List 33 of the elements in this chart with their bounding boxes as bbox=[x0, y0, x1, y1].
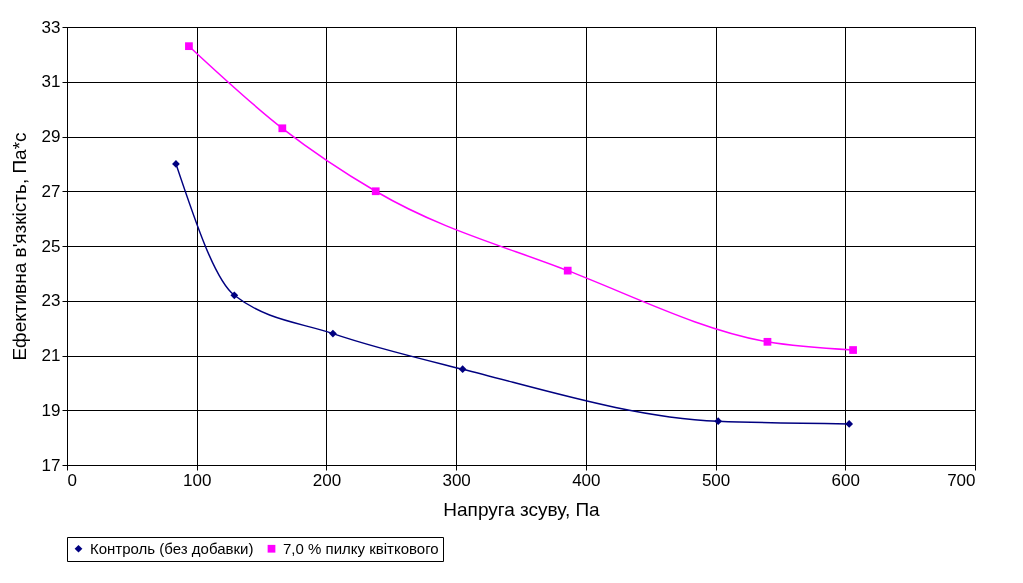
y-tick-label: 21 bbox=[41, 346, 61, 365]
point bbox=[185, 42, 193, 51]
y-axis-title: Ефективна в'язкість, Па*с bbox=[8, 132, 30, 361]
y-tick-label: 19 bbox=[41, 400, 61, 420]
y-tick-label: 17 bbox=[41, 455, 61, 475]
y-tick-label: 27 bbox=[41, 181, 61, 201]
x-tick-label: 100 bbox=[183, 470, 212, 490]
y-tick-label: 31 bbox=[41, 72, 61, 92]
y-tick-label: 23 bbox=[41, 291, 61, 311]
x-axis-title: Напруга зсуву, Па bbox=[443, 498, 601, 520]
point bbox=[714, 417, 723, 426]
point bbox=[563, 266, 572, 275]
point bbox=[371, 187, 380, 196]
y-tick-label: 25 bbox=[41, 236, 61, 256]
point bbox=[845, 420, 854, 428]
point bbox=[329, 329, 337, 338]
point bbox=[458, 365, 467, 374]
point bbox=[763, 337, 772, 346]
x-tick-label: 600 bbox=[831, 470, 860, 490]
y-tick-label: 29 bbox=[41, 127, 61, 146]
point bbox=[172, 160, 180, 168]
x-tick-label: 500 bbox=[701, 470, 731, 490]
x-tick-label: 700 bbox=[947, 470, 976, 490]
point bbox=[230, 291, 239, 300]
legend-label: Контроль (без добавки) bbox=[90, 539, 254, 557]
x-tick-label: 0 bbox=[67, 470, 77, 490]
x-tick-label: 200 bbox=[312, 470, 342, 490]
x-tick-label: 400 bbox=[572, 470, 601, 490]
point bbox=[278, 124, 287, 133]
x-tick-label: 300 bbox=[442, 470, 471, 490]
point bbox=[849, 346, 857, 354]
legend-label: 7,0 % пилку квіткового bbox=[283, 539, 439, 557]
y-tick-label: 33 bbox=[41, 17, 61, 37]
